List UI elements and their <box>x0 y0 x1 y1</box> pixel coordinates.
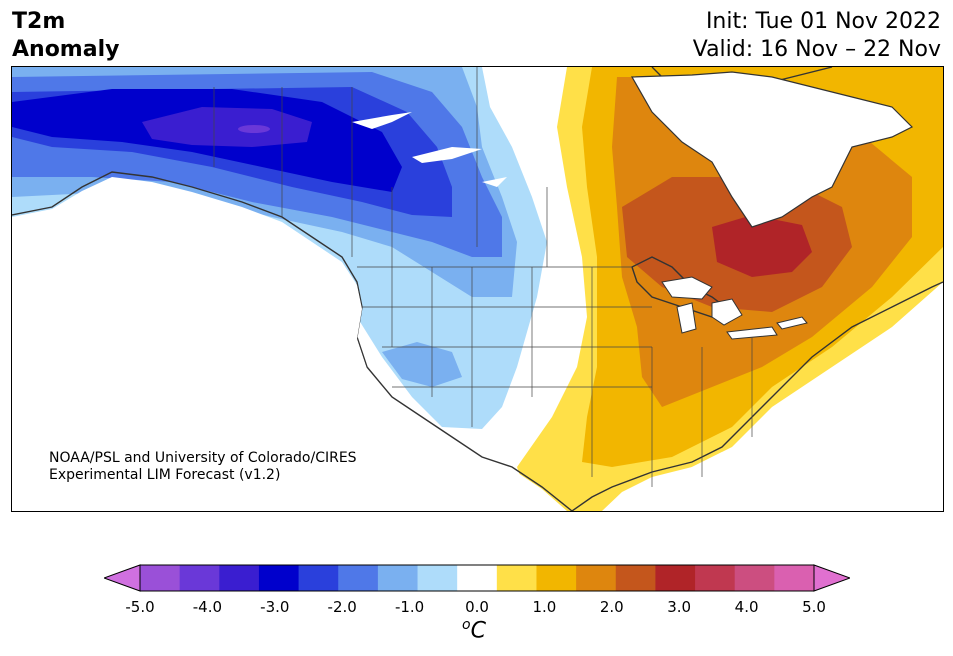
anomaly-region-cold-deep <box>142 107 312 147</box>
map-canvas <box>12 67 943 511</box>
colorbar-outline <box>139 564 815 592</box>
title-variable: T2m <box>12 9 66 34</box>
colorbar-segment <box>377 565 419 591</box>
colorbar-tick-label: 5.0 <box>802 598 826 616</box>
forecast-dates: Init: Tue 01 Nov 2022 Valid: 16 Nov – 22… <box>693 8 941 64</box>
ice-features <box>352 112 507 187</box>
colorbar-segment <box>179 565 220 591</box>
colorbar-tick-label: 3.0 <box>667 598 692 616</box>
colorbar-unit: oC <box>462 617 486 643</box>
colorbar-tick-label: 4.0 <box>734 598 759 616</box>
map-title: T2m Anomaly <box>12 8 119 64</box>
colorbar-segment <box>576 565 617 591</box>
colorbar-segment <box>536 565 577 591</box>
colorbar-segment <box>298 565 339 591</box>
colorbar-extend-high <box>813 564 850 592</box>
colorbar-extend-low <box>104 564 141 592</box>
gulf-of-mexico <box>602 452 732 511</box>
anomaly-region-hot-deep <box>712 215 812 277</box>
colorbar-segment <box>417 565 458 591</box>
credit-line-1: NOAA/PSL and University of Colorado/CIRE… <box>49 450 357 466</box>
credit-line-2: Experimental LIM Forecast (v1.2) <box>49 467 281 483</box>
colorbar-segment <box>615 565 656 591</box>
hudson-bay <box>630 71 914 228</box>
colorbar-segment <box>219 565 260 591</box>
colorbar-segment <box>774 565 815 591</box>
pacific-ocean <box>12 177 567 511</box>
anomaly-peak-cold <box>238 125 270 133</box>
colorbar-tick-label: -1.0 <box>394 598 425 616</box>
colorbar-segment <box>258 565 300 591</box>
colorbar-tick-label: 1.0 <box>532 598 557 616</box>
colorbar-tick-label: -5.0 <box>125 598 155 616</box>
init-date: Init: Tue 01 Nov 2022 <box>705 9 941 34</box>
colorbar-segment <box>695 565 736 591</box>
colorbar-segment <box>655 565 696 591</box>
colorbar <box>104 564 850 592</box>
colorbar-tick-label: 0.0 <box>465 598 489 616</box>
political-borders <box>213 67 753 487</box>
unit-degree: o <box>462 617 471 633</box>
valid-range: Valid: 16 Nov – 22 Nov <box>692 37 941 62</box>
anomaly-map <box>11 66 944 512</box>
colorbar-segment <box>496 565 537 591</box>
colorbar-tick-label: -3.0 <box>260 598 290 616</box>
colorbar-segment <box>338 565 379 591</box>
colorbar-segment <box>140 565 181 591</box>
unit-letter: C <box>470 618 486 644</box>
anomaly-region-cool-light-sw <box>382 342 462 387</box>
credit-text: NOAA/PSL and University of Colorado/CIRE… <box>49 450 357 484</box>
great-lakes <box>661 276 808 340</box>
colorbar-tick-label: 2.0 <box>599 598 624 616</box>
colorbar-segment <box>457 565 498 591</box>
colorbar-tick-label: -4.0 <box>192 598 223 616</box>
colorbar-segment <box>734 565 775 591</box>
title-anomaly: Anomaly <box>12 37 120 62</box>
colorbar-tick-label: -2.0 <box>327 598 357 616</box>
